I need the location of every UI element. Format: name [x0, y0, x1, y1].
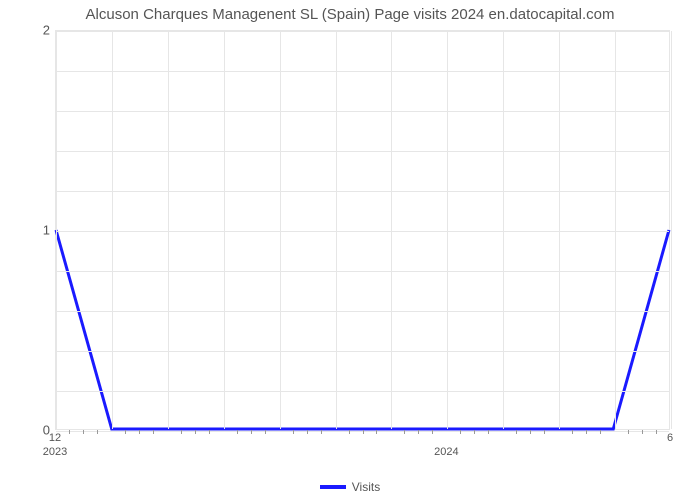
- x-minor-tick: [432, 430, 433, 434]
- visits-chart: Alcuson Charques Managenent SL (Spain) P…: [0, 0, 700, 500]
- x-minor-tick: [97, 430, 98, 434]
- vgrid-major: [336, 31, 337, 429]
- vgrid-major: [503, 31, 504, 429]
- x-minor-tick: [656, 430, 657, 434]
- x-minor-tick: [181, 430, 182, 434]
- hgrid-minor: [56, 391, 669, 392]
- hgrid-minor: [56, 191, 669, 192]
- vgrid-major: [224, 31, 225, 429]
- x-minor-tick: [404, 430, 405, 434]
- legend-label: Visits: [352, 480, 380, 494]
- vgrid-major: [280, 31, 281, 429]
- x-minor-tick: [474, 430, 475, 434]
- hgrid-major: [56, 31, 669, 32]
- x-tick-label-year: 2023: [43, 446, 67, 458]
- x-tick-label-year: 2024: [434, 446, 458, 458]
- x-tick-label: 6: [667, 432, 673, 444]
- x-minor-tick: [209, 430, 210, 434]
- y-tick-label: 0: [10, 423, 50, 438]
- x-minor-tick: [460, 430, 461, 434]
- x-minor-tick: [376, 430, 377, 434]
- x-minor-tick: [349, 430, 350, 434]
- chart-title: Alcuson Charques Managenent SL (Spain) P…: [0, 6, 700, 23]
- vgrid-major: [56, 31, 57, 429]
- plot-area: [55, 30, 670, 430]
- x-minor-tick: [586, 430, 587, 434]
- vgrid-major: [168, 31, 169, 429]
- x-minor-tick: [237, 430, 238, 434]
- x-minor-tick: [321, 430, 322, 434]
- x-minor-tick: [363, 430, 364, 434]
- x-minor-tick: [628, 430, 629, 434]
- hgrid-major: [56, 231, 669, 232]
- line-series: [56, 31, 669, 429]
- vgrid-major: [391, 31, 392, 429]
- x-minor-tick: [488, 430, 489, 434]
- hgrid-minor: [56, 151, 669, 152]
- x-minor-tick: [600, 430, 601, 434]
- x-minor-tick: [307, 430, 308, 434]
- x-minor-tick: [418, 430, 419, 434]
- x-minor-tick: [642, 430, 643, 434]
- hgrid-minor: [56, 351, 669, 352]
- hgrid-minor: [56, 311, 669, 312]
- series-line: [56, 230, 669, 429]
- hgrid-minor: [56, 111, 669, 112]
- x-minor-tick: [516, 430, 517, 434]
- x-minor-tick: [572, 430, 573, 434]
- vgrid-major: [615, 31, 616, 429]
- x-tick-label: 12: [49, 432, 61, 444]
- x-minor-tick: [153, 430, 154, 434]
- vgrid-major: [671, 31, 672, 429]
- x-minor-tick: [125, 430, 126, 434]
- vgrid-major: [559, 31, 560, 429]
- x-minor-tick: [83, 430, 84, 434]
- x-minor-tick: [265, 430, 266, 434]
- hgrid-minor: [56, 271, 669, 272]
- x-minor-tick: [251, 430, 252, 434]
- vgrid-major: [112, 31, 113, 429]
- x-minor-tick: [293, 430, 294, 434]
- y-tick-label: 1: [10, 223, 50, 238]
- hgrid-minor: [56, 71, 669, 72]
- y-tick-label: 2: [10, 23, 50, 38]
- x-minor-tick: [544, 430, 545, 434]
- x-minor-tick: [195, 430, 196, 434]
- x-minor-tick: [139, 430, 140, 434]
- x-minor-tick: [69, 430, 70, 434]
- vgrid-major: [447, 31, 448, 429]
- x-minor-tick: [530, 430, 531, 434]
- legend: Visits: [0, 479, 700, 494]
- legend-swatch: [320, 485, 346, 489]
